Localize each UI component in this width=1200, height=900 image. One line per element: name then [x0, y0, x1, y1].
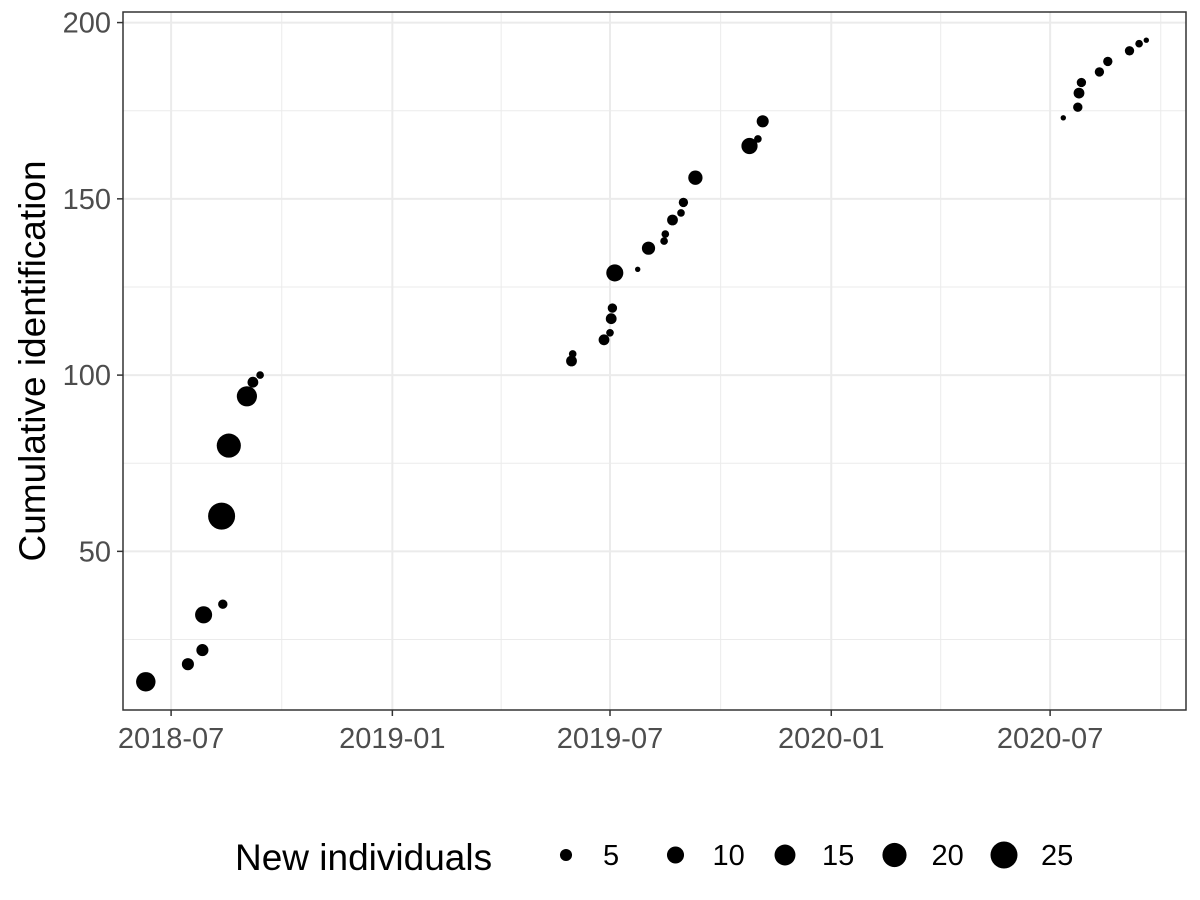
legend-key: [882, 842, 907, 868]
data-point: [1073, 102, 1083, 112]
data-point: [667, 214, 678, 226]
y-tick-label: 50: [79, 536, 111, 568]
data-point: [605, 313, 617, 325]
data-point: [196, 644, 209, 657]
data-point: [607, 303, 618, 313]
data-point: [247, 376, 259, 388]
data-point: [1135, 39, 1143, 48]
legend-label: 25: [1041, 840, 1073, 872]
grid-lines: [123, 12, 1186, 710]
data-point: [1103, 56, 1113, 67]
y-axis: 50 100 150 200: [63, 8, 123, 568]
data-point: [756, 115, 769, 128]
legend-key: [990, 841, 1018, 869]
data-point: [195, 606, 213, 624]
data-point: [598, 334, 610, 346]
y-tick-label: 200: [63, 8, 111, 40]
panel-border: [122, 11, 1187, 711]
data-point: [218, 599, 228, 609]
data-point: [688, 170, 703, 185]
data-point: [661, 230, 670, 238]
x-tick-label: 2020-07: [997, 723, 1103, 755]
data-point: [566, 355, 577, 367]
legend-title: New individuals: [235, 837, 492, 878]
data-point: [660, 237, 668, 245]
y-axis-title: Cumulative identification: [12, 160, 53, 561]
legend-key: [559, 848, 573, 862]
data-point: [256, 371, 264, 379]
data-point: [568, 350, 577, 358]
data-point: [641, 241, 656, 255]
legend-label: 20: [932, 840, 964, 872]
x-tick-label: 2019-07: [557, 723, 663, 755]
legend-key: [666, 846, 685, 864]
x-tick-label: 2018-07: [118, 723, 224, 755]
y-tick-label: 150: [63, 184, 111, 216]
data-point: [216, 433, 241, 458]
data-point: [1124, 46, 1135, 56]
data-point: [181, 658, 194, 671]
legend-label: 5: [603, 840, 619, 872]
data-points: [136, 37, 1150, 692]
x-axis: 2018-07 2019-01 2019-07 2020-01 2020-07: [118, 710, 1103, 755]
legend-items: 5 10 15 20 25: [559, 840, 1073, 872]
data-point: [1094, 67, 1105, 77]
data-point: [236, 386, 257, 407]
data-point: [136, 672, 156, 692]
legend-label: 10: [713, 840, 745, 872]
legend-label: 15: [822, 840, 854, 872]
data-point: [1143, 37, 1150, 43]
data-point: [678, 197, 689, 208]
data-point: [677, 209, 685, 217]
data-point: [1073, 87, 1085, 99]
data-point: [606, 328, 614, 337]
data-point: [208, 502, 236, 530]
data-point: [754, 135, 762, 143]
legend: New individuals 5 10 15 20 25: [235, 837, 1073, 878]
x-tick-label: 2019-01: [339, 723, 445, 755]
x-tick-label: 2020-01: [778, 723, 884, 755]
data-point: [1060, 115, 1067, 121]
data-point: [606, 264, 624, 282]
data-point: [741, 137, 758, 155]
data-point: [635, 266, 641, 272]
data-point: [1076, 77, 1087, 88]
legend-key: [774, 844, 796, 866]
y-tick-label: 100: [63, 360, 111, 392]
